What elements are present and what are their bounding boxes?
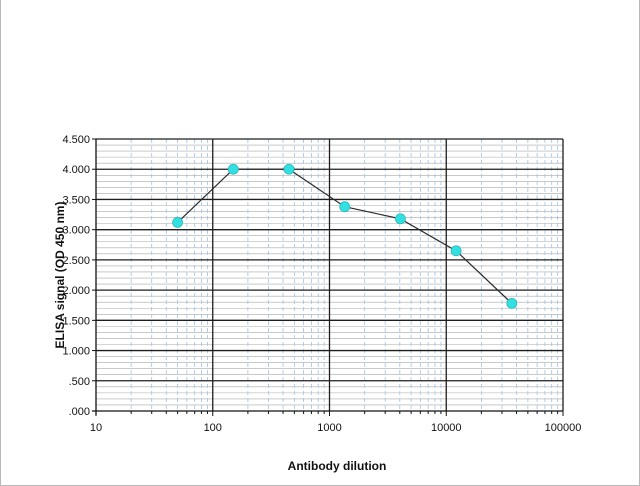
x-tick-label: 10	[90, 422, 102, 434]
y-axis-title: ELISA signal (OD 450 nm)	[53, 202, 67, 349]
y-tick-label: .500	[69, 376, 90, 388]
x-tick-label: 100	[204, 422, 222, 434]
y-tick-label: 1.500	[62, 315, 90, 327]
data-point	[339, 201, 351, 213]
y-tick-label: 2.500	[62, 255, 90, 267]
data-point	[450, 245, 462, 257]
y-tick-label: .000	[69, 406, 90, 418]
data-point	[227, 163, 239, 175]
data-point	[395, 213, 406, 225]
y-tick-label: 3.000	[62, 225, 90, 237]
x-tick-label: 1000	[317, 422, 341, 434]
x-tick-label: 10000	[431, 422, 462, 434]
x-tick-label: 100000	[545, 422, 582, 434]
data-point	[506, 298, 518, 309]
data-point	[283, 163, 295, 175]
axes	[92, 138, 564, 416]
x-axis-title: Antibody dilution	[288, 459, 387, 473]
data-point	[172, 217, 184, 228]
y-tick-label: 4.000	[62, 164, 90, 176]
x-tick-labels: 10 100 1000 10000 100000	[90, 422, 581, 434]
y-tick-label: 3.500	[62, 194, 90, 206]
y-tick-label: 2.000	[62, 285, 90, 297]
y-tick-label: 1.000	[62, 346, 90, 358]
data-series	[172, 163, 518, 309]
y-tick-label: 4.500	[62, 134, 90, 146]
y-tick-labels: .000 .500 1.000 1.500 2.000 2.500 3.000 3.500 4.…	[62, 134, 90, 418]
major-gridlines	[96, 138, 564, 411]
